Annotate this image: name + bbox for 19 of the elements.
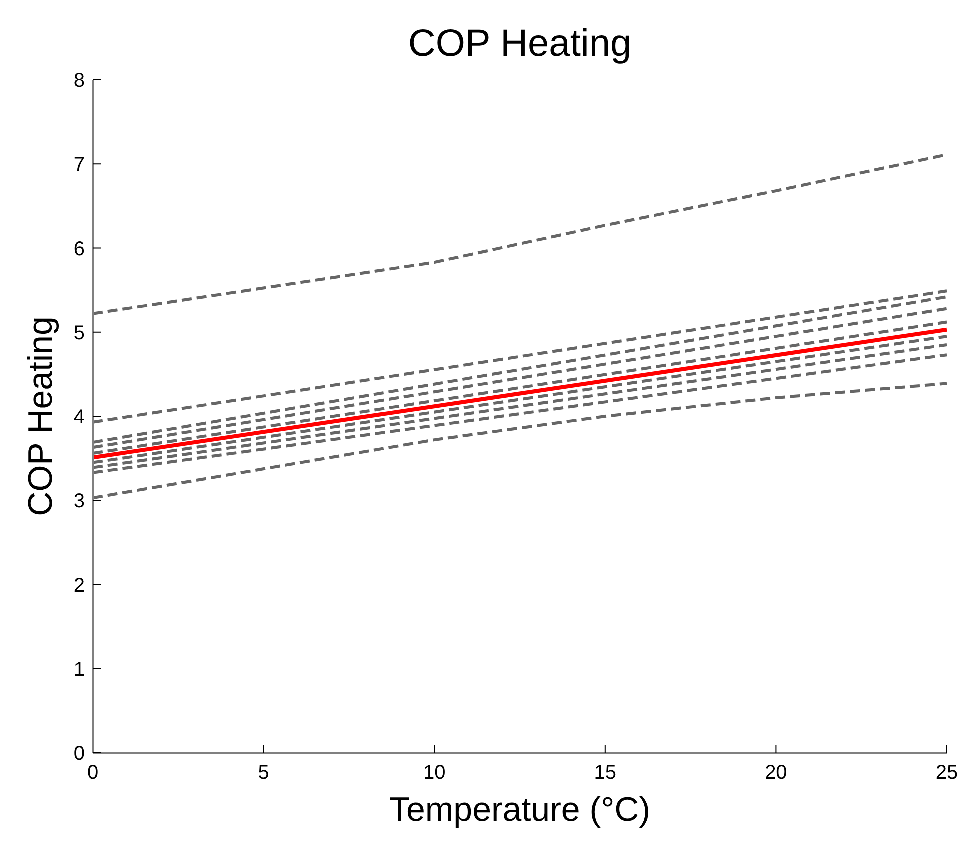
chart-title: COP Heating [408,23,632,65]
y-tick-label: 3 [74,490,85,513]
y-tick-label: 6 [74,238,85,260]
y-tick-label: 1 [74,658,85,681]
y-axis-title: COP Heating [22,316,60,516]
y-tick-label: 2 [74,574,85,597]
y-tick-label: 4 [74,406,85,428]
y-tick-label: 0 [74,743,85,765]
y-tick-label: 8 [74,70,85,92]
x-tick-label: 10 [423,762,446,784]
x-tick-label: 5 [258,762,270,784]
line-series [92,382,948,500]
x-tick-label: 25 [936,762,958,784]
x-tick-label: 0 [87,762,99,784]
y-tick-label: 7 [74,154,85,176]
x-tick-label: 20 [765,762,788,784]
x-axis-title: Temperature (°C) [389,791,651,829]
x-tick-label: 15 [594,762,617,784]
y-tick-label: 5 [74,322,85,344]
